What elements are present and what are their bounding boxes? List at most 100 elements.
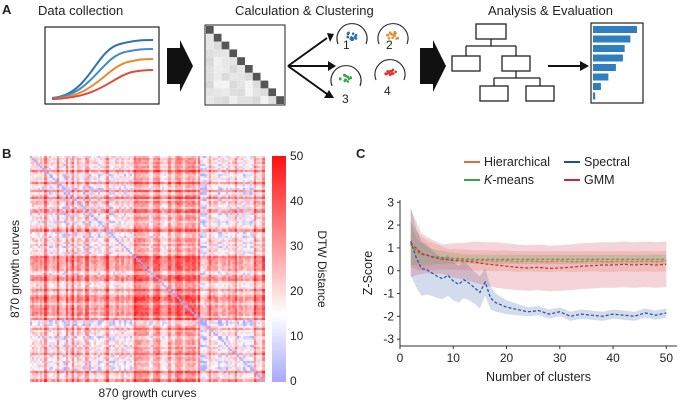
x-tick-label: 0 bbox=[397, 351, 404, 365]
matrix-cell bbox=[268, 96, 277, 104]
matrix-cell bbox=[213, 41, 222, 50]
series-spectral bbox=[410, 240, 667, 317]
cluster-dot bbox=[386, 33, 390, 37]
cluster-dot bbox=[349, 76, 352, 79]
mini-bar bbox=[593, 35, 631, 43]
matrix-cell bbox=[213, 80, 222, 89]
matrix-cell bbox=[237, 57, 245, 65]
cluster-dot bbox=[346, 80, 350, 83]
bar-chart-box bbox=[590, 22, 644, 104]
matrix-cell bbox=[245, 96, 253, 104]
matrix-cell bbox=[268, 80, 277, 89]
cluster-dot bbox=[350, 38, 354, 42]
matrix-cell bbox=[206, 33, 214, 42]
cluster-dot bbox=[346, 32, 350, 36]
matrix-cell bbox=[237, 41, 245, 50]
heatmap-xlabel: 870 growth curves bbox=[98, 386, 197, 400]
matrix-cell bbox=[276, 65, 284, 73]
growth-curve-3 bbox=[51, 58, 154, 100]
flow-arrow-2 bbox=[420, 40, 446, 92]
matrix-cell bbox=[260, 65, 269, 73]
y-tick-label: 0 bbox=[387, 264, 394, 278]
matrix-cell bbox=[229, 26, 238, 34]
matrix-cell bbox=[268, 49, 277, 58]
y-tick-label: 1 bbox=[387, 241, 394, 255]
colorbar-tick-40: 40 bbox=[290, 194, 304, 208]
growth-curve-4 bbox=[51, 69, 154, 100]
mini-bar bbox=[593, 26, 637, 33]
matrix-cell bbox=[229, 33, 238, 42]
cluster-dot bbox=[392, 33, 396, 37]
matrix-cell bbox=[245, 65, 253, 73]
matrix-cell bbox=[213, 96, 222, 104]
series-gmm bbox=[410, 242, 667, 270]
cluster-dot bbox=[393, 30, 397, 34]
y-axis-label: Z-Score bbox=[361, 251, 375, 296]
matrix-cell bbox=[252, 33, 261, 42]
matrix-cell bbox=[221, 26, 230, 34]
matrix-cell bbox=[276, 33, 284, 42]
svg-text:GMM: GMM bbox=[584, 173, 615, 187]
matrix-cell bbox=[260, 49, 269, 58]
matrix-cell bbox=[213, 72, 222, 81]
x-tick-label: 20 bbox=[500, 351, 514, 365]
matrix-cell bbox=[252, 49, 261, 58]
matrix-cell bbox=[252, 57, 261, 65]
mini-bar bbox=[593, 54, 623, 62]
matrix-cell bbox=[260, 57, 269, 65]
y-tick-label: -2 bbox=[383, 309, 394, 323]
svg-text:K-means: K-means bbox=[484, 173, 534, 187]
cluster-2-label: 2 bbox=[386, 38, 393, 52]
x-tick-label: 50 bbox=[660, 351, 674, 365]
legend-item-hierarchical: Hierarchical bbox=[464, 155, 550, 169]
mini-bar bbox=[593, 92, 596, 100]
colorbar-tick-30: 30 bbox=[290, 239, 304, 253]
matrix-cell bbox=[276, 72, 284, 81]
matrix-cell bbox=[229, 41, 238, 50]
cluster-dot bbox=[384, 72, 388, 76]
svg-text:Hierarchical: Hierarchical bbox=[484, 155, 550, 169]
panel-a-label: A bbox=[2, 2, 12, 17]
matrix-cell bbox=[221, 33, 230, 42]
mini-bar bbox=[593, 45, 625, 52]
matrix-cell bbox=[229, 57, 238, 65]
matrix-cell bbox=[237, 80, 245, 89]
matrix-cell bbox=[260, 33, 269, 42]
matrix-cell bbox=[213, 33, 222, 42]
y-tick-label: -3 bbox=[383, 332, 394, 346]
cluster-dot bbox=[391, 36, 394, 40]
matrix-cell bbox=[268, 26, 277, 34]
matrix-cell bbox=[213, 49, 222, 58]
matrix-cell bbox=[268, 57, 277, 65]
cluster-dot bbox=[338, 77, 342, 81]
matrix-cell bbox=[276, 41, 284, 50]
tree-diagram bbox=[451, 23, 555, 102]
band-spectral bbox=[410, 206, 667, 321]
cluster-dot bbox=[394, 70, 397, 74]
cluster-3-label: 3 bbox=[342, 92, 349, 106]
matrix-cell bbox=[252, 88, 261, 97]
cluster-dot bbox=[353, 35, 357, 38]
growth-curve-2 bbox=[51, 48, 154, 99]
colorbar-tick-10: 10 bbox=[290, 329, 304, 343]
mini-bar bbox=[593, 83, 601, 90]
band-gmm bbox=[410, 209, 667, 292]
cluster-bubble-1 bbox=[336, 23, 368, 45]
stage-data-collection: Data collection bbox=[38, 3, 124, 18]
flow-arrow-1 bbox=[167, 40, 193, 92]
matrix-cell bbox=[260, 41, 269, 50]
matrix-cell bbox=[245, 49, 253, 58]
matrix-cell bbox=[221, 88, 230, 97]
matrix-cell bbox=[206, 57, 214, 65]
matrix-cell bbox=[252, 65, 261, 73]
matrix-cell bbox=[206, 49, 214, 58]
matrix-cell bbox=[229, 72, 238, 81]
cluster-dot bbox=[351, 32, 355, 35]
legend-item-spectral: Spectral bbox=[564, 155, 630, 169]
y-tick-label: 3 bbox=[387, 195, 394, 209]
matrix-cell bbox=[221, 41, 230, 50]
band-kmeans bbox=[410, 224, 667, 266]
matrix-cell bbox=[276, 80, 284, 89]
matrix-cell bbox=[206, 96, 214, 104]
cluster-dot bbox=[344, 78, 347, 82]
